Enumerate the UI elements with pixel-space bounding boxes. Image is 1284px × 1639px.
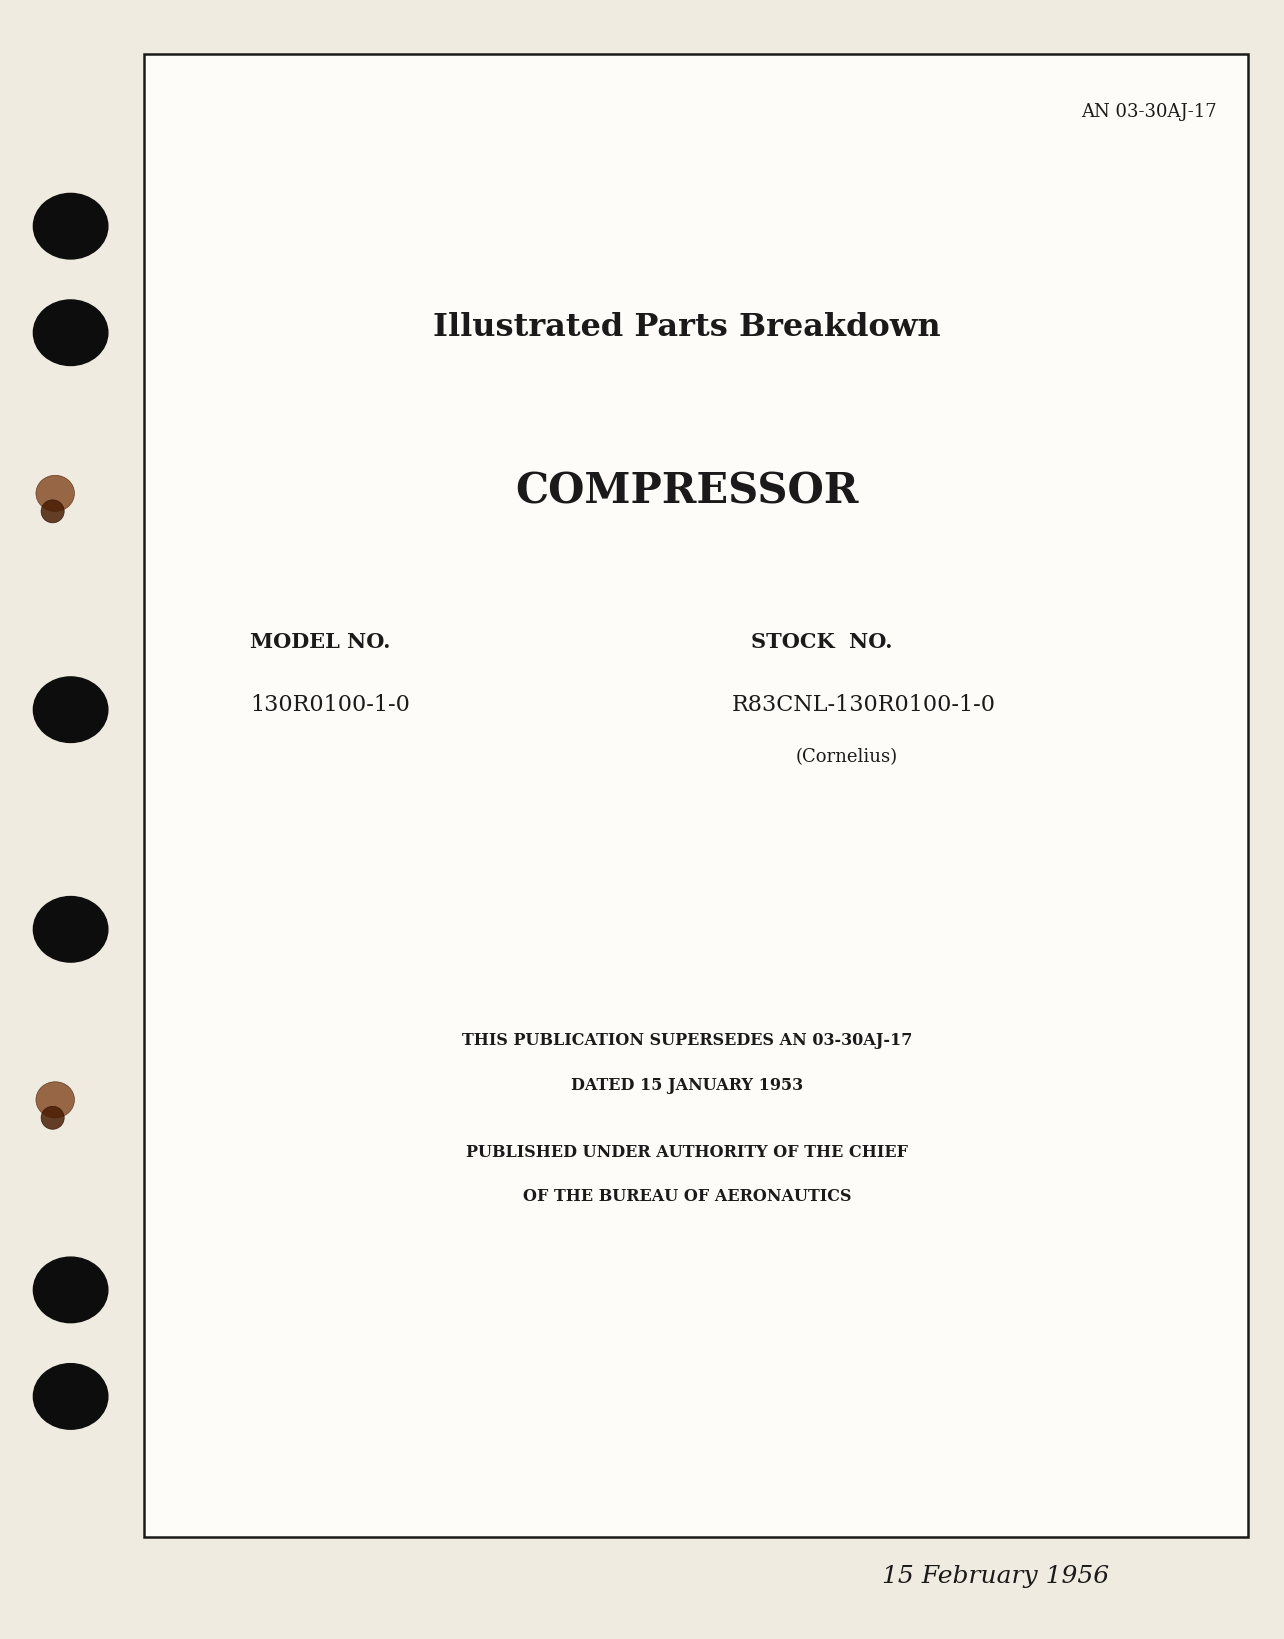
Ellipse shape	[36, 475, 74, 511]
Text: MODEL NO.: MODEL NO.	[250, 633, 390, 652]
Text: OF THE BUREAU OF AERONAUTICS: OF THE BUREAU OF AERONAUTICS	[523, 1188, 851, 1205]
Ellipse shape	[36, 1082, 74, 1118]
Text: DATED 15 JANUARY 1953: DATED 15 JANUARY 1953	[571, 1077, 802, 1093]
Ellipse shape	[33, 1364, 108, 1429]
Text: STOCK  NO.: STOCK NO.	[751, 633, 892, 652]
Text: AN 03-30AJ-17: AN 03-30AJ-17	[1081, 103, 1217, 121]
Ellipse shape	[33, 193, 108, 259]
Ellipse shape	[41, 1106, 64, 1129]
Text: PUBLISHED UNDER AUTHORITY OF THE CHIEF: PUBLISHED UNDER AUTHORITY OF THE CHIEF	[466, 1144, 908, 1160]
Text: (Cornelius): (Cornelius)	[796, 749, 899, 765]
Text: R83CNL-130R0100-1-0: R83CNL-130R0100-1-0	[732, 693, 996, 716]
Text: 130R0100-1-0: 130R0100-1-0	[250, 693, 411, 716]
Ellipse shape	[33, 897, 108, 962]
Ellipse shape	[33, 300, 108, 365]
Text: Illustrated Parts Breakdown: Illustrated Parts Breakdown	[433, 313, 941, 343]
Text: COMPRESSOR: COMPRESSOR	[515, 470, 859, 513]
FancyBboxPatch shape	[144, 54, 1248, 1537]
Ellipse shape	[33, 677, 108, 742]
Text: 15 February 1956: 15 February 1956	[882, 1565, 1108, 1588]
Text: THIS PUBLICATION SUPERSEDES AN 03-30AJ-17: THIS PUBLICATION SUPERSEDES AN 03-30AJ-1…	[462, 1033, 912, 1049]
Ellipse shape	[41, 500, 64, 523]
Ellipse shape	[33, 1257, 108, 1323]
